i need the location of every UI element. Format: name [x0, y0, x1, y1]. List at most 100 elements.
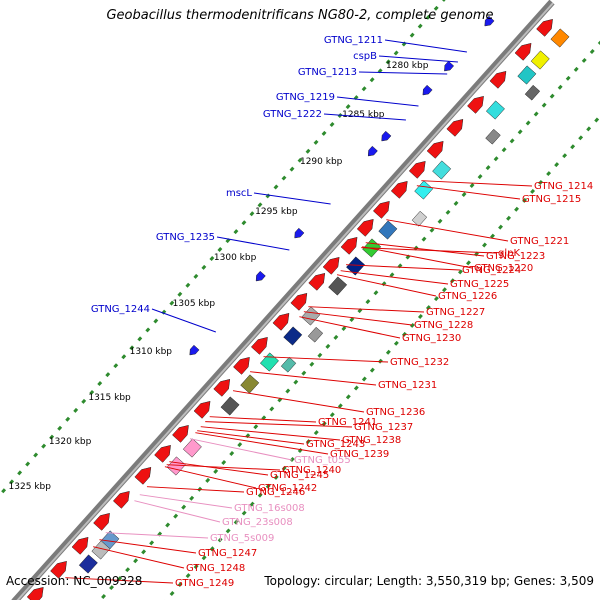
- scale-tick-dot-outer: [129, 345, 135, 351]
- scale-tick-dot-inner-2: [233, 519, 239, 525]
- gene-label-gtng-1228: GTNG_1228: [414, 320, 473, 331]
- gene-label-gtng-1219: GTNG_1219: [276, 92, 335, 103]
- gene-leader-gtng-1244: [151, 308, 217, 333]
- gene-class-box-13: [240, 374, 260, 394]
- scale-tick-dot-outer: [73, 407, 79, 413]
- gene-label-gtng-1211: GTNG_1211: [324, 35, 383, 46]
- scale-tick-dot-inner-2: [425, 305, 431, 311]
- scale-tick-dot-inner-2: [265, 483, 271, 489]
- cds-arrow-red-19: [172, 424, 189, 443]
- scale-tick-dot-inner: [237, 442, 243, 448]
- scale-label-1320-kbp: 1320 kbp: [49, 437, 92, 447]
- gene-leader-gtng-1225: [340, 270, 449, 285]
- gene-leader-gtng-1220: [362, 246, 473, 269]
- scale-tick-dot-inner-2: [490, 233, 495, 239]
- gene-class-box-3: [485, 100, 505, 120]
- gene-class-box-9: [328, 276, 348, 296]
- gene-leader-gtng-1231: [250, 371, 377, 386]
- scale-tick-dot-inner: [501, 147, 507, 153]
- gene-leader-gtng-t055: [189, 438, 293, 461]
- gene-label-mscl: mscL: [226, 188, 252, 199]
- gene-leader-gtng-1223: [365, 242, 485, 257]
- gene-label-gtng-1236: GTNG_1236: [366, 407, 425, 418]
- scale-tick-dot-inner-2: [578, 135, 584, 141]
- scale-tick-dot-inner: [509, 138, 515, 144]
- cds-arrow-red-23: [93, 512, 110, 531]
- gene-label-glpk: glpK: [498, 248, 520, 259]
- scale-tick-dot-inner: [453, 200, 459, 206]
- gene-leader-gtng-16s008: [139, 494, 233, 509]
- gene-leader-gtng-1248: [93, 546, 185, 569]
- scale-tick-dot-outer: [273, 184, 279, 190]
- accession-text: Accession: NC_009328: [6, 574, 143, 588]
- scale-tick-dot-inner-2: [594, 117, 600, 123]
- scale-tick-dot-inner: [205, 477, 211, 483]
- scale-tick-dot-inner-2: [289, 456, 295, 462]
- scale-tick-dot-inner-2: [241, 510, 247, 516]
- gene-label-gtng-1245: GTNG_1245: [270, 470, 329, 481]
- scale-tick-dot-inner-2: [506, 215, 511, 221]
- cds-arrow-blue-3: [381, 130, 392, 142]
- cds-arrow-red-6: [408, 160, 426, 179]
- cds-arrow-red-18: [193, 400, 211, 419]
- scale-tick-dot-inner-2: [450, 278, 455, 284]
- gene-label-gtng-1225: GTNG_1225: [450, 279, 509, 290]
- cds-arrow-red-16: [233, 356, 250, 375]
- scale-tick-dot-inner: [597, 40, 600, 46]
- scale-tick-dot-outer: [97, 381, 103, 387]
- scale-tick-dot-outer: [393, 50, 399, 56]
- scale-tick-dot-inner: [469, 183, 475, 189]
- gene-leader-gtng-1243: [197, 430, 305, 445]
- cds-arrow-red-5: [426, 140, 444, 159]
- gene-label-gtng-1230: GTNG_1230: [402, 333, 461, 344]
- scale-label-1315-kbp: 1315 kbp: [88, 393, 131, 403]
- scale-tick-dot-inner: [173, 513, 179, 519]
- scale-tick-dot-inner-2: [217, 537, 223, 543]
- cds-arrow-red-20: [154, 444, 171, 463]
- scale-tick-dot-inner: [549, 93, 555, 99]
- scale-tick-dot-outer: [9, 479, 15, 485]
- scale-tick-dot-outer: [153, 318, 159, 324]
- gene-label-gtng-1248: GTNG_1248: [186, 563, 245, 574]
- scale-tick-dot-inner: [189, 495, 195, 501]
- gene-label-cspb: cspB: [353, 51, 377, 62]
- scale-tick-dot-outer: [209, 255, 215, 261]
- scale-tick-dot-inner-2: [433, 296, 439, 302]
- cds-arrow-red-15: [250, 336, 268, 355]
- scale-tick-dot-outer: [313, 139, 319, 145]
- gene-label-gtng-1244: GTNG_1244: [91, 304, 150, 315]
- cds-arrow-red-26: [26, 586, 44, 600]
- scale-tick-dot-outer: [441, 0, 446, 2]
- scale-tick-dot-inner-2: [321, 421, 327, 427]
- scale-tick-dot-inner: [389, 272, 395, 278]
- gene-label-gtng-1214: GTNG_1214: [534, 181, 593, 192]
- scale-tick-dot-inner: [133, 558, 139, 564]
- gene-leader-gtng-1213: [358, 71, 448, 75]
- scale-tick-dot-inner: [125, 567, 131, 573]
- scale-tick-dot-inner: [357, 308, 363, 314]
- genome-backbone-highlight: [16, 2, 554, 600]
- gene-leader-cspb: [378, 55, 458, 63]
- scale-tick-dot-inner: [141, 549, 147, 555]
- scale-tick-dot-outer: [49, 434, 55, 440]
- scale-tick-dot-inner-2: [401, 331, 407, 337]
- scale-tick-dot-inner: [421, 236, 427, 242]
- scale-tick-dot-inner: [581, 57, 587, 63]
- cds-arrow-blue-6: [255, 270, 266, 282]
- scale-tick-dot-outer: [321, 130, 327, 136]
- scale-tick-dot-inner: [317, 352, 323, 358]
- gene-class-box-14: [220, 396, 240, 416]
- gene-class-box-15: [182, 438, 202, 458]
- scale-label-1285-kbp: 1285 kbp: [342, 110, 385, 120]
- scale-tick-dot-outer: [345, 104, 351, 110]
- scale-label-1290-kbp: 1290 kbp: [300, 157, 343, 167]
- scale-tick-dot-inner: [333, 334, 339, 340]
- cds-arrow-red-7: [390, 180, 408, 199]
- cds-arrow-red-8: [372, 200, 390, 219]
- gene-class-box-4: [432, 160, 452, 180]
- scale-tick-dot-outer: [201, 264, 207, 270]
- gene-label-gtng-1247: GTNG_1247: [198, 548, 257, 559]
- gene-leader-gtng-1247: [99, 539, 197, 554]
- gene-leader-glpk: [361, 247, 497, 254]
